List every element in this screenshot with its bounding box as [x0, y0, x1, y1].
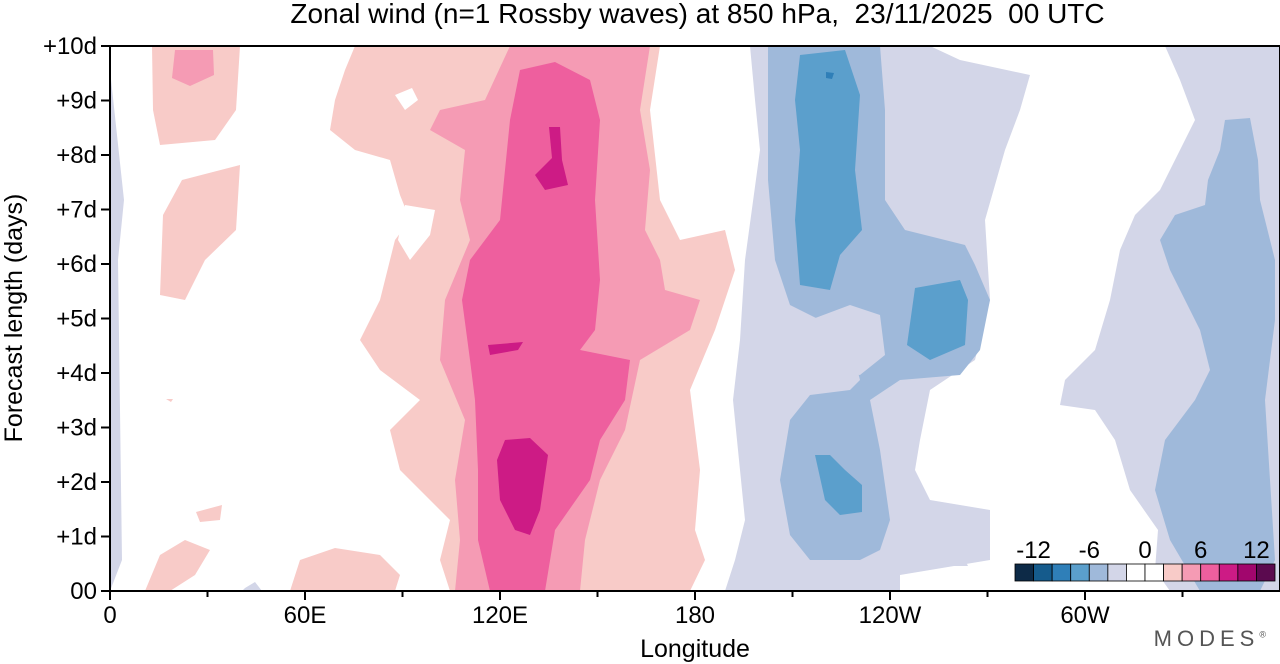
- x-tick-label: 180: [675, 602, 715, 629]
- colorbar-swatch: [1163, 563, 1183, 582]
- y-tick-label: +3d: [56, 415, 97, 442]
- colorbar-swatch: [1256, 563, 1276, 582]
- y-tick-label: +6d: [56, 251, 97, 278]
- colorbar-swatch: [1070, 563, 1090, 582]
- colorbar-swatch: [1126, 563, 1146, 582]
- contour-neg-small-2: [242, 582, 262, 591]
- contour-pos-dot: [166, 399, 173, 402]
- contour-pos-patch-3: [145, 540, 210, 591]
- colorbar: -12 -6 0 6 12: [1014, 537, 1276, 582]
- contour-neg-6-b: [907, 280, 968, 360]
- contour-pos-8-a: [535, 127, 568, 190]
- colorbar-swatch: [1088, 563, 1109, 582]
- chart-title: Zonal wind (n=1 Rossby waves) at 850 hPa…: [290, 0, 1105, 29]
- contour-neg-4-right: [1155, 118, 1275, 591]
- colorbar-label: 0: [1138, 537, 1151, 564]
- colorbar-swatch: [1144, 563, 1164, 582]
- y-tick-label: +8d: [56, 142, 97, 169]
- y-tick-label: 00: [70, 578, 97, 605]
- contour-neg-8-dot: [826, 72, 834, 79]
- contour-pos-patch-4: [196, 505, 222, 522]
- y-tick-label: +7d: [56, 197, 97, 224]
- contour-neg-6-c: [815, 455, 862, 515]
- contour-pos-patch-1b: [172, 50, 214, 86]
- y-tick-label: +4d: [56, 360, 97, 387]
- colorbar-label: -12: [1016, 537, 1051, 564]
- contour-hole-1: [395, 88, 418, 110]
- colorbar-swatch: [1200, 563, 1220, 582]
- y-tick-label: +1d: [56, 524, 97, 551]
- x-tick-label: 120W: [859, 602, 922, 629]
- y-axis-label: Forecast length (days): [0, 194, 28, 443]
- contour-pos-patch-5: [290, 548, 400, 591]
- colorbar-swatch: [1237, 563, 1257, 582]
- colorbar-swatch: [1051, 563, 1072, 582]
- contour-neg-left-edge: [110, 70, 124, 591]
- y-axis: 00 +1d +2d +3d +4d +5d +6d +7d +8d +9d +10d: [43, 33, 110, 605]
- x-axis-label: Longitude: [640, 635, 750, 663]
- contour-fields: [110, 46, 1280, 591]
- contour-neg-small-1: [948, 560, 968, 566]
- contour-neg-6-a: [795, 50, 862, 290]
- x-tick-label: 120E: [472, 602, 528, 629]
- contour-hole-2: [398, 205, 435, 260]
- colorbar-swatch: [1181, 563, 1202, 582]
- colorbar-label: 12: [1243, 537, 1270, 564]
- x-tick-label: 60W: [1060, 602, 1110, 629]
- contour-neg-hole: [805, 305, 885, 375]
- y-tick-label: +9d: [56, 88, 97, 115]
- colorbar-swatch: [1033, 563, 1053, 582]
- colorbar-swatch: [1107, 563, 1127, 582]
- y-tick-label: +10d: [43, 33, 97, 60]
- colorbar-swatch: [1014, 563, 1034, 582]
- colorbar-label: 6: [1194, 537, 1207, 564]
- modes-logo: MODES®: [1153, 626, 1266, 651]
- colorbar-label: -6: [1079, 537, 1100, 564]
- x-tick-label: 0: [103, 602, 116, 629]
- y-tick-label: +2d: [56, 469, 97, 496]
- contour-pos-8-c: [497, 438, 548, 535]
- contour-pos-patch-2: [160, 165, 240, 300]
- x-axis: 0 60E 120E 180 120W 60W: [103, 591, 1184, 629]
- colorbar-swatch: [1218, 563, 1239, 582]
- x-tick-label: 60E: [284, 602, 327, 629]
- y-tick-label: +5d: [56, 306, 97, 333]
- contour-pos-8-b: [488, 342, 523, 355]
